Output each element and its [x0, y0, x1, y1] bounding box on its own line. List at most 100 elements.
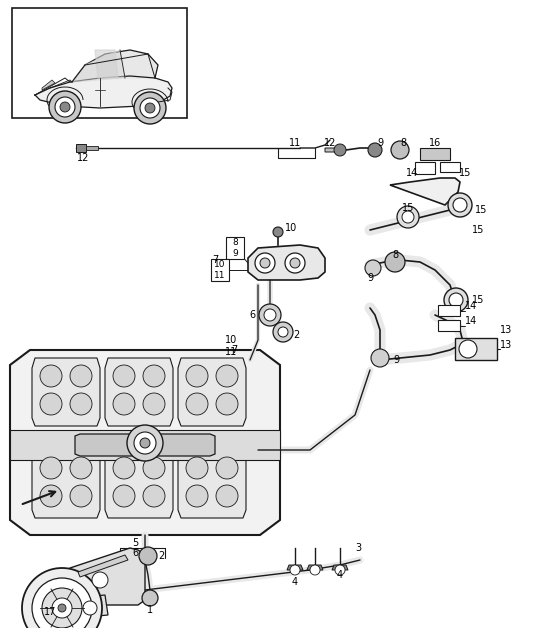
Polygon shape	[332, 565, 348, 570]
Text: 12: 12	[77, 153, 89, 163]
Circle shape	[40, 365, 62, 387]
Bar	[440, 162, 460, 172]
Bar	[455, 338, 497, 360]
Circle shape	[290, 565, 300, 575]
Circle shape	[127, 425, 163, 461]
Circle shape	[113, 393, 135, 415]
Circle shape	[259, 304, 281, 326]
Circle shape	[145, 103, 155, 113]
Circle shape	[216, 365, 238, 387]
Bar	[211, 259, 229, 281]
Text: 9: 9	[377, 138, 383, 148]
Circle shape	[49, 91, 81, 123]
Circle shape	[255, 253, 275, 273]
Text: 14: 14	[465, 301, 477, 311]
Text: 2: 2	[293, 330, 299, 340]
Circle shape	[216, 485, 238, 507]
Text: 9: 9	[393, 355, 399, 365]
Bar	[420, 148, 450, 160]
Polygon shape	[78, 555, 128, 577]
Text: 8
9: 8 9	[232, 238, 238, 258]
Circle shape	[113, 457, 135, 479]
Circle shape	[310, 565, 320, 575]
Polygon shape	[35, 76, 172, 108]
Circle shape	[448, 193, 472, 217]
Polygon shape	[72, 50, 125, 82]
Circle shape	[40, 393, 62, 415]
Circle shape	[186, 457, 208, 479]
Circle shape	[368, 143, 382, 157]
Text: 6: 6	[132, 548, 138, 558]
Circle shape	[273, 322, 293, 342]
Text: 8: 8	[400, 138, 406, 148]
Polygon shape	[75, 434, 215, 456]
Polygon shape	[287, 565, 303, 570]
Circle shape	[40, 457, 62, 479]
Text: 11: 11	[289, 138, 301, 148]
Circle shape	[391, 141, 409, 159]
Text: 3: 3	[355, 543, 361, 553]
Polygon shape	[10, 430, 280, 460]
Circle shape	[113, 485, 135, 507]
Text: 14: 14	[465, 316, 477, 326]
Polygon shape	[70, 50, 158, 82]
Circle shape	[134, 92, 166, 124]
Circle shape	[402, 211, 414, 223]
Bar	[438, 305, 460, 316]
Circle shape	[385, 252, 405, 272]
Text: 15: 15	[475, 205, 487, 215]
Text: 10
11: 10 11	[214, 260, 226, 280]
Circle shape	[143, 365, 165, 387]
Circle shape	[453, 198, 467, 212]
Text: 13: 13	[500, 325, 512, 335]
Circle shape	[444, 288, 468, 312]
Polygon shape	[390, 178, 460, 205]
Circle shape	[60, 102, 70, 112]
Circle shape	[397, 206, 419, 228]
Text: 5: 5	[132, 538, 138, 548]
Circle shape	[32, 578, 92, 628]
Circle shape	[22, 568, 102, 628]
Circle shape	[52, 598, 72, 618]
Text: 4: 4	[337, 570, 343, 580]
Polygon shape	[86, 146, 98, 150]
Circle shape	[140, 98, 160, 118]
Text: 1: 1	[147, 605, 153, 615]
Circle shape	[365, 260, 381, 276]
Circle shape	[260, 258, 270, 268]
Bar	[226, 237, 244, 259]
Circle shape	[140, 438, 150, 448]
Circle shape	[70, 365, 92, 387]
Circle shape	[134, 432, 156, 454]
Text: 7: 7	[212, 255, 218, 265]
Text: 11: 11	[225, 347, 237, 357]
Bar	[12, 8, 187, 118]
Circle shape	[290, 258, 300, 268]
Circle shape	[70, 457, 92, 479]
Text: 15: 15	[459, 168, 471, 178]
Circle shape	[449, 293, 463, 307]
Text: 10: 10	[225, 335, 237, 345]
Circle shape	[264, 309, 276, 321]
Circle shape	[335, 565, 345, 575]
Circle shape	[92, 572, 108, 588]
Text: 8: 8	[392, 250, 398, 260]
Text: 6: 6	[249, 310, 255, 320]
Circle shape	[273, 227, 283, 237]
Polygon shape	[105, 450, 173, 518]
Circle shape	[83, 601, 97, 615]
Circle shape	[186, 365, 208, 387]
Circle shape	[459, 340, 477, 358]
Circle shape	[40, 485, 62, 507]
Circle shape	[285, 253, 305, 273]
Text: 17: 17	[44, 607, 56, 617]
Polygon shape	[105, 358, 173, 426]
Text: 13: 13	[500, 340, 512, 350]
Polygon shape	[307, 565, 323, 570]
Bar	[438, 320, 460, 331]
Polygon shape	[76, 144, 86, 152]
Text: 15: 15	[472, 225, 485, 235]
Circle shape	[186, 485, 208, 507]
Text: 12: 12	[324, 138, 336, 148]
Polygon shape	[70, 548, 145, 605]
